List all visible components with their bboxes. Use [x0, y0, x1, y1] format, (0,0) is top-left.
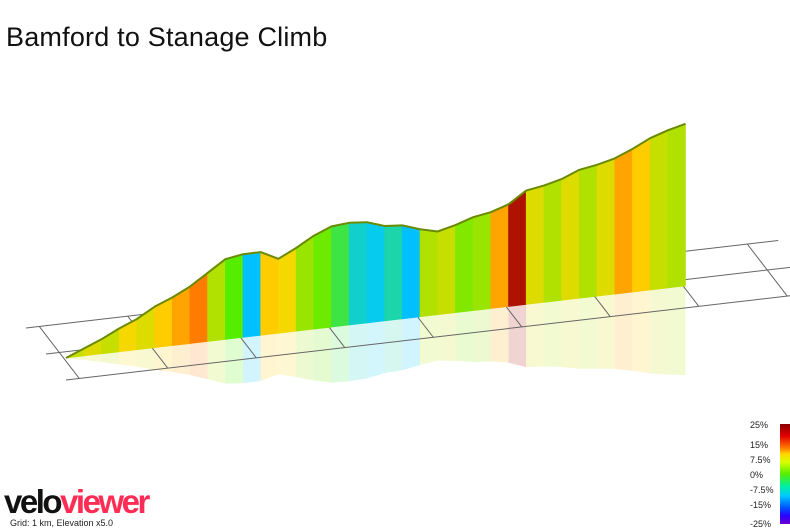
profile-segment-20	[419, 228, 439, 318]
profile-segment-18	[384, 225, 403, 322]
profile-segment-10	[242, 251, 262, 338]
logo-velo-text: velo	[4, 483, 63, 520]
reflection-segment-19	[402, 316, 420, 371]
profile-segment-32	[632, 137, 651, 293]
reflection-segment-28	[561, 298, 580, 369]
chart-title: Bamford to Stanage Climb	[6, 22, 328, 52]
scale-label-7-5: 7.5%	[750, 455, 771, 465]
scale-label-neg-7-5: -7.5%	[750, 485, 774, 495]
profile-segment-25	[508, 189, 527, 307]
profile-segment-31	[614, 148, 633, 295]
profile-segments	[65, 123, 686, 359]
veloviewer-logo[interactable]: veloviewer	[4, 483, 150, 520]
reflection-segment-5	[154, 345, 173, 373]
profile-segment-29	[578, 164, 598, 299]
gradient-scale-labels: 25% 15% 7.5% 0% -7.5% -15% -25%	[740, 418, 780, 529]
profile-segment-15	[331, 222, 350, 328]
reflection-segment-34	[667, 285, 686, 376]
reflection-segment-0	[66, 355, 84, 360]
reflection-segment-20	[420, 314, 438, 365]
reflection-segment-26	[526, 302, 544, 368]
profile-segment-23	[472, 211, 492, 311]
profile-segment-13	[295, 235, 315, 332]
profile-segment-30	[596, 157, 616, 297]
scale-label-0: 0%	[750, 470, 764, 480]
grid-note: Grid: 1 km, Elevation x5.0	[10, 518, 114, 528]
reflection-segment-6	[172, 343, 190, 375]
reflection-segment-29	[579, 296, 597, 369]
reflection-segment-4	[136, 347, 155, 371]
reflection-segment-27	[543, 300, 562, 367]
profile-segment-26	[525, 185, 545, 305]
profile-segment-33	[649, 129, 669, 291]
profile-segment-9	[225, 253, 244, 340]
reflection-segment-18	[384, 318, 403, 374]
scale-label-15: 15%	[750, 440, 769, 450]
profile-reflection	[66, 285, 686, 384]
profile-segment-14	[313, 225, 332, 330]
reflection-segment-23	[473, 308, 491, 363]
grid-line-front	[65, 295, 790, 381]
scale-label-neg-15: -15%	[750, 500, 772, 510]
reflection-segment-11	[260, 333, 279, 382]
reflection-segment-22	[455, 310, 474, 363]
reflection-segment-2	[101, 351, 120, 365]
reflection-segment-16	[349, 322, 367, 382]
profile-segment-11	[260, 251, 279, 336]
reflection-segment-15	[331, 325, 350, 383]
reflection-segment-21	[437, 312, 456, 361]
profile-segment-19	[401, 225, 421, 320]
profile-segment-22	[455, 216, 474, 314]
reflection-segment-33	[650, 287, 668, 375]
scale-label-neg-25: -25%	[750, 519, 772, 529]
profile-segment-16	[348, 221, 368, 326]
gradient-color-scale	[780, 424, 790, 524]
reflection-segment-13	[296, 329, 314, 381]
reflection-segment-31	[614, 292, 633, 371]
reflection-segment-32	[632, 290, 651, 374]
reflection-segment-10	[243, 335, 261, 384]
grid-line-km-8	[746, 243, 788, 297]
reflection-segment-3	[119, 349, 137, 367]
reflection-segment-14	[313, 327, 332, 383]
profile-segment-28	[561, 169, 580, 301]
reflection-segment-24	[490, 306, 509, 363]
profile-segment-2	[101, 327, 120, 355]
profile-top-edge	[65, 122, 686, 359]
profile-segment-24	[490, 203, 509, 309]
reflection-segment-7	[189, 341, 208, 380]
profile-segment-34	[667, 123, 686, 289]
grid-line-km-0	[38, 326, 80, 379]
profile-segment-17	[366, 221, 385, 324]
logo-viewer-text: viewer	[60, 483, 150, 520]
reflection-segment-1	[83, 353, 102, 362]
profile-segment-12	[278, 247, 297, 334]
profile-segment-21	[437, 224, 456, 316]
reflection-segment-8	[207, 339, 226, 384]
reflection-segment-25	[508, 304, 527, 368]
reflection-segment-17	[366, 320, 385, 379]
profile-segment-27	[543, 178, 562, 303]
scale-label-25: 25%	[750, 420, 769, 430]
reflection-segment-30	[597, 294, 615, 369]
